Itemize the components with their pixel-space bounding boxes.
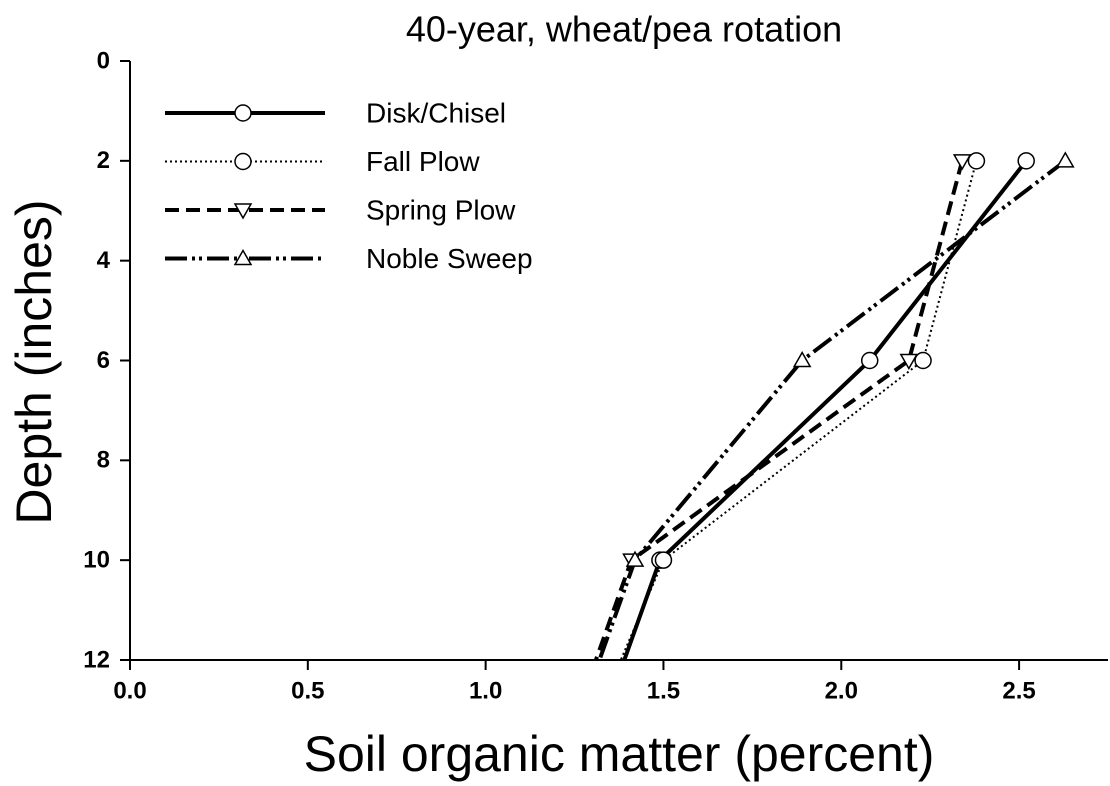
y-tick-label: 8 [97,447,110,474]
y-tick-label: 4 [97,247,111,274]
y-tick-label: 0 [97,47,110,74]
legend-label: Fall Plow [366,146,480,177]
marker [654,551,673,569]
legend-label: Noble Sweep [366,243,533,274]
marker [625,550,645,567]
marker [233,203,253,220]
chart-title: 40-year, wheat/pea rotation [406,9,842,50]
marker [1017,152,1035,170]
x-tick-label: 2.5 [1002,677,1035,704]
marker [233,248,253,266]
x-tick-label: 0.5 [291,677,324,704]
marker [899,353,919,371]
marker [860,351,879,370]
y-tick-label: 6 [97,347,110,374]
x-tick-label: 1.0 [469,677,502,704]
marker [952,154,972,171]
y-axis-label: Depth (inches) [6,199,62,524]
series-line [619,160,978,661]
marker [792,350,812,368]
y-tick-label: 12 [83,646,110,673]
x-tick-label: 0.0 [113,677,146,704]
marker [234,152,252,171]
series-line [622,159,1028,661]
y-tick-label: 10 [83,547,110,574]
marker [914,351,932,370]
series-line [597,159,1067,661]
marker [967,152,986,170]
x-axis-label: Soil organic matter (percent) [304,726,935,782]
y-tick-label: 2 [97,147,110,174]
legend-label: Disk/Chisel [366,97,506,128]
x-tick-label: 1.5 [647,677,680,704]
marker [1056,151,1075,168]
legend-label: Spring Plow [366,194,516,225]
marker [234,104,252,122]
series-line [593,160,965,661]
x-tick-label: 2.0 [825,677,858,704]
